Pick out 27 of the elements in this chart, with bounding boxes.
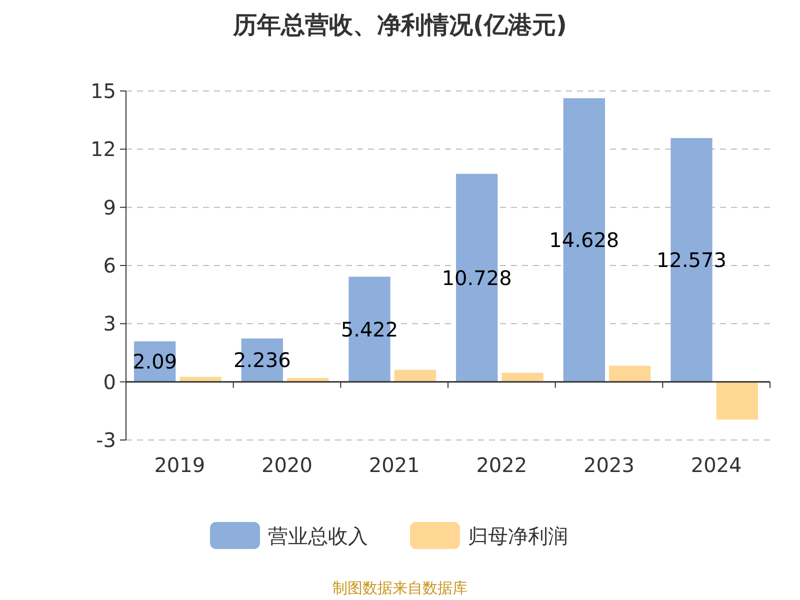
- y-tick-label: 3: [103, 312, 116, 336]
- x-tick-label: 2024: [690, 453, 742, 477]
- data-label: 10.728: [442, 266, 512, 290]
- bar: [716, 382, 758, 420]
- x-tick-label: 2021: [368, 453, 420, 477]
- chart-title: 历年总营收、净利情况(亿港元): [232, 11, 567, 39]
- x-tick-label: 2023: [584, 453, 634, 477]
- y-tick-label: 15: [90, 79, 116, 103]
- y-tick-label: 12: [90, 137, 116, 162]
- legend-label: 营业总收入: [268, 524, 368, 548]
- data-label: 2.09: [132, 350, 178, 374]
- y-tick-label: 0: [103, 370, 116, 394]
- x-tick-label: 2022: [476, 453, 528, 477]
- bar: [609, 366, 651, 382]
- legend-label: 归母净利润: [468, 524, 568, 548]
- text: 制图数据来自数据库: [332, 579, 468, 597]
- data-label: 14.628: [549, 228, 620, 252]
- data-label: 2.236: [234, 348, 291, 372]
- y-tick-label: 9: [103, 195, 116, 220]
- bar: [394, 370, 436, 382]
- x-tick-label: 2019: [154, 453, 206, 477]
- x-tick-label: 2020: [262, 453, 312, 477]
- bar: [502, 372, 544, 382]
- data-label: 12.573: [656, 248, 726, 272]
- y-tick-label: -3: [96, 428, 116, 452]
- data-label: 5.422: [340, 317, 398, 342]
- y-tick-label: 6: [103, 254, 116, 278]
